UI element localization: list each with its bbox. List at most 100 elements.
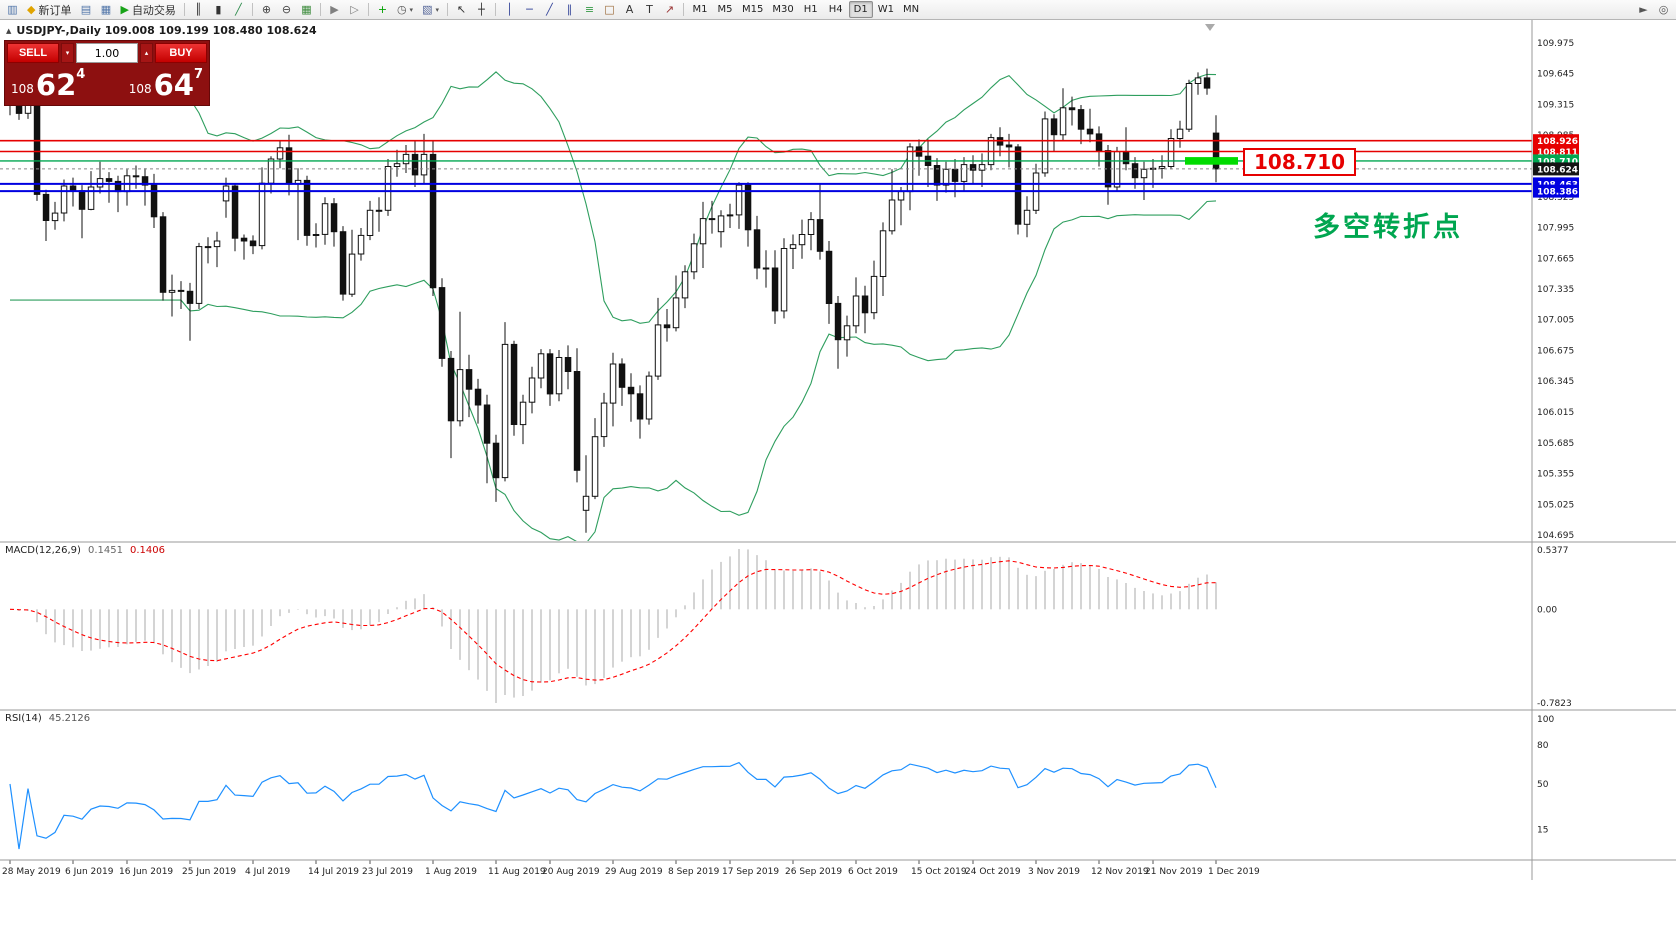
templates-button[interactable]: ▧ ▾: [418, 1, 443, 18]
navigator-icon: ▦: [100, 3, 112, 16]
navigator-button[interactable]: ▦: [96, 1, 115, 18]
timeframe-mn-button[interactable]: MN: [902, 4, 920, 15]
toolbar-separator: [446, 3, 448, 16]
toolbar-separator: [367, 3, 369, 16]
svg-text:106.675: 106.675: [1537, 347, 1574, 357]
svg-text:21 Nov 2019: 21 Nov 2019: [1145, 867, 1203, 877]
tile-windows-button[interactable]: ▦: [297, 1, 316, 18]
bollinger-upper-band: [10, 71, 1217, 324]
vertical-line-button[interactable]: │: [500, 1, 519, 18]
candlestick-chart-button[interactable]: ▮: [209, 1, 228, 18]
svg-text:107.665: 107.665: [1537, 254, 1574, 264]
text-label-button[interactable]: T: [640, 1, 659, 18]
periods-button[interactable]: ◷ ▾: [393, 1, 417, 18]
timeframe-m5-button[interactable]: M5: [717, 4, 733, 15]
new-order-button[interactable]: ◆ 新订单: [23, 1, 75, 18]
auto-trading-button[interactable]: ▶ 自动交易: [116, 1, 179, 18]
timeframe-m15-button[interactable]: M15: [741, 4, 764, 15]
sell-button[interactable]: SELL: [7, 43, 59, 63]
turning-point-annotation[interactable]: 多空转折点: [1313, 212, 1463, 243]
cursor-button[interactable]: ↖: [452, 1, 471, 18]
svg-text:14 Jul 2019: 14 Jul 2019: [308, 867, 359, 877]
macd-indicator: [9, 549, 1217, 703]
bar-chart-button[interactable]: ║: [189, 1, 208, 18]
bollinger-lower-band: [10, 200, 1217, 541]
rsi-value: 45.2126: [48, 713, 91, 724]
trendline-button[interactable]: ╱: [540, 1, 559, 18]
sell-price-prefix: 108: [11, 82, 34, 96]
candlesticks: [6, 68, 1220, 533]
timeframe-h4-button[interactable]: H4: [828, 4, 843, 15]
svg-text:-0.7823: -0.7823: [1537, 699, 1572, 709]
crosshair-button[interactable]: ┼: [472, 1, 491, 18]
new-order-icon: ◆: [27, 3, 36, 16]
toolbar-separator: [682, 3, 684, 16]
arrows-icon: ↗: [664, 3, 675, 16]
svg-text:24 Oct 2019: 24 Oct 2019: [965, 867, 1021, 877]
svg-text:25 Jun 2019: 25 Jun 2019: [182, 867, 236, 877]
chart-title-text: USDJPY-,Daily 109.008 109.199 108.480 10…: [16, 24, 317, 37]
shapes-button[interactable]: □: [600, 1, 619, 18]
charts-button[interactable]: ▥: [3, 1, 22, 18]
svg-text:105.025: 105.025: [1537, 500, 1574, 510]
svg-text:17 Sep 2019: 17 Sep 2019: [722, 867, 779, 877]
highlight-segment[interactable]: [1185, 157, 1238, 165]
volume-down-button[interactable]: ▾: [61, 43, 74, 63]
cursor-icon: ↖: [456, 3, 467, 16]
sell-price[interactable]: 108 62 4: [9, 63, 87, 103]
timeframe-d1-button[interactable]: D1: [848, 1, 873, 18]
zoom-out-button[interactable]: ⊖: [277, 1, 296, 18]
chart-collapse-icon[interactable]: ▲: [6, 26, 12, 35]
svg-text:11 Aug 2019: 11 Aug 2019: [488, 867, 546, 877]
volume-input[interactable]: [77, 44, 137, 62]
volume-up-button[interactable]: ▴: [140, 43, 153, 63]
chart-shift-marker[interactable]: [1205, 24, 1215, 31]
line-chart-icon: ╱: [235, 3, 242, 16]
text-label-icon: T: [646, 3, 653, 16]
timeframe-m30-button[interactable]: M30: [772, 4, 794, 15]
line-chart-button[interactable]: ╱: [229, 1, 248, 18]
svg-text:50: 50: [1537, 780, 1549, 790]
auto-trading-label: 自动交易: [131, 3, 176, 17]
svg-text:1 Aug 2019: 1 Aug 2019: [425, 867, 477, 877]
buy-price[interactable]: 108 64 7: [127, 63, 205, 103]
arrows-button[interactable]: ↗: [660, 1, 679, 18]
auto-scroll-button[interactable]: ▶: [325, 1, 344, 18]
price-tag-108.926: [1533, 134, 1579, 148]
indicators-button[interactable]: +: [373, 1, 392, 18]
search-button[interactable]: ◎: [1654, 1, 1673, 18]
zoom-in-button[interactable]: ⊕: [257, 1, 276, 18]
svg-text:0.00: 0.00: [1537, 605, 1557, 615]
timeframe-m1-button[interactable]: M1: [692, 4, 708, 15]
macd-signal-line: [9, 560, 1217, 683]
text-button[interactable]: A: [620, 1, 639, 18]
pointer-tool-button[interactable]: ►: [1634, 1, 1653, 18]
svg-text:104.695: 104.695: [1537, 531, 1574, 541]
trendline-icon: ╱: [546, 3, 553, 16]
timeframe-h1-button[interactable]: H1: [803, 4, 818, 15]
chart-shift-button[interactable]: ▷: [345, 1, 364, 18]
macd-signal-value: 0.1406: [129, 545, 165, 556]
tile-windows-icon: ▦: [301, 3, 312, 16]
price-level-callout[interactable]: 108.710: [1243, 148, 1357, 176]
horizontal-line-button[interactable]: ─: [520, 1, 539, 18]
buy-price-sup: 7: [193, 67, 203, 82]
svg-text:106.015: 106.015: [1537, 408, 1574, 418]
chevron-down-icon: ▾: [435, 5, 439, 14]
timeframe-w1-button[interactable]: W1: [877, 4, 894, 15]
svg-text:4 Jul 2019: 4 Jul 2019: [245, 867, 290, 877]
market-watch-button[interactable]: ▤: [76, 1, 95, 18]
macd-label-text: MACD(12,26,9): [5, 545, 81, 556]
toolbar-separator: [319, 3, 321, 16]
trade-controls-row: SELL ▾ ▴ BUY: [7, 43, 207, 63]
buy-button[interactable]: BUY: [155, 43, 207, 63]
svg-text:23 Jul 2019: 23 Jul 2019: [362, 867, 413, 877]
shapes-icon: □: [604, 3, 615, 16]
channel-button[interactable]: ∥: [560, 1, 579, 18]
zoom-out-icon: ⊖: [281, 3, 292, 16]
vertical-line-icon: │: [506, 3, 513, 16]
fibonacci-button[interactable]: ≡: [580, 1, 599, 18]
fibonacci-icon: ≡: [584, 3, 595, 16]
text-icon: A: [625, 3, 634, 16]
